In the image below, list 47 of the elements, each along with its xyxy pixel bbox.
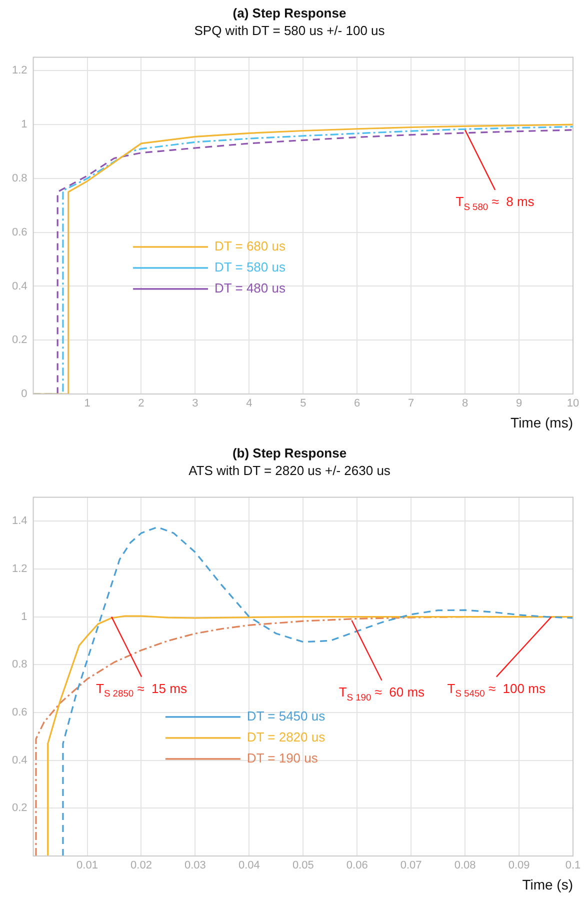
x-tick-label: 7 [408, 398, 414, 410]
y-tick-label: 0.6 [12, 706, 28, 719]
x-tick-label: 10 [566, 398, 580, 410]
chart-subtitle: ATS with DT = 2820 us +/- 2630 us [188, 462, 391, 478]
text: DT = 680 us [214, 238, 286, 254]
y-tick-label: 1.2 [12, 64, 28, 77]
text: DT = 5450 us [246, 708, 326, 724]
y-tick-label: 0 [21, 388, 28, 400]
x-tick-label: 5 [300, 398, 306, 410]
chart-subtitle: SPQ with DT = 580 us +/- 100 us [194, 22, 386, 38]
x-tick-label: 0.06 [346, 860, 368, 872]
x-tick-label: 0.08 [454, 860, 476, 872]
y-tick-label: 1 [21, 610, 28, 623]
x-tick-label: 1 [84, 398, 90, 410]
x-tick-label: 0.07 [400, 860, 422, 872]
x-tick-label: 0.04 [238, 860, 260, 872]
x-tick-label: 6 [354, 398, 360, 410]
x-tick-label: 8 [462, 398, 468, 410]
x-axis-title: Time (s) [522, 876, 573, 892]
x-tick-label: 0.03 [184, 860, 206, 872]
chart-title: (a) Step Response [232, 5, 346, 20]
x-tick-label: 9 [516, 398, 522, 410]
y-tick-label: 0.4 [12, 754, 28, 766]
chart-title: (b) Step Response [232, 445, 347, 460]
x-tick-label: 0.01 [76, 860, 98, 872]
x-axis-title: Time (ms) [510, 414, 573, 430]
y-tick-label: 0.8 [12, 172, 28, 184]
y-tick-label: 0.2 [12, 802, 28, 814]
x-tick-label: 4 [246, 398, 252, 410]
y-tick-label: 1 [21, 118, 28, 131]
x-tick-label: 0.02 [130, 860, 152, 872]
y-tick-label: 0.2 [12, 334, 28, 346]
text: DT = 580 us [214, 260, 286, 275]
y-tick-label: 0.8 [12, 658, 28, 671]
y-tick-label: 1.4 [12, 515, 28, 528]
x-tick-label: 0.05 [292, 860, 314, 872]
text: DT = 480 us [214, 280, 286, 296]
x-tick-label: 3 [192, 398, 198, 410]
y-tick-label: 0.4 [12, 280, 28, 292]
text: DT = 190 us [246, 750, 318, 766]
x-tick-label: 0.09 [508, 860, 530, 872]
x-tick-label: 2 [138, 398, 144, 410]
y-tick-label: 1.2 [12, 562, 28, 575]
x-tick-label: 0.1 [565, 860, 581, 872]
line-series [62, 526, 573, 856]
text: DT = 2820 us [246, 730, 326, 745]
y-tick-label: 0.6 [12, 226, 28, 238]
